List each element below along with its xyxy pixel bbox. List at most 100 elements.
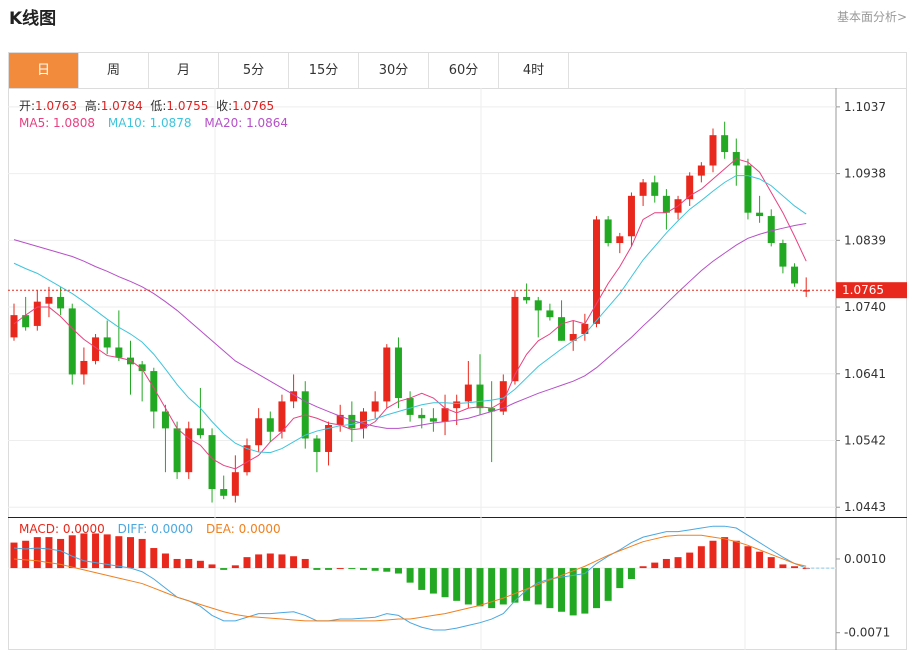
tab-day[interactable]: 日	[9, 53, 79, 88]
macd-bar	[45, 537, 53, 569]
dea-line	[13, 534, 807, 622]
tab-5min[interactable]: 5分	[219, 53, 289, 88]
candle-body	[161, 411, 169, 429]
ma10-value: MA10: 1.0878	[107, 116, 192, 130]
candle-body	[464, 384, 472, 402]
price-tick-label: 1.0740	[844, 300, 886, 314]
macd-bar	[127, 537, 134, 569]
macd-bar	[581, 568, 589, 614]
tab-month[interactable]: 月	[149, 53, 219, 88]
macd-bar	[383, 568, 391, 572]
macd-bar	[523, 568, 531, 601]
last-price-badge	[836, 282, 907, 299]
candle-body	[173, 428, 181, 473]
macd-bar	[220, 568, 228, 570]
macd-bar	[534, 568, 542, 605]
tab-30min[interactable]: 30分	[359, 53, 429, 88]
candle-body	[686, 175, 694, 200]
macd-bar	[33, 537, 41, 569]
close-value: 1.0765	[232, 99, 275, 113]
candle-body	[290, 391, 298, 402]
candle-body	[558, 317, 566, 341]
macd-bar	[57, 538, 65, 569]
candle-body	[709, 135, 717, 166]
macd-bar	[325, 568, 333, 570]
candle-body	[802, 290, 810, 292]
open-label: 开:	[19, 99, 36, 113]
macd-bar	[336, 568, 344, 570]
candle-body	[278, 401, 286, 432]
macd-bar	[651, 562, 659, 569]
ma20-value: MA20: 1.0864	[204, 116, 289, 130]
macd-bar	[476, 568, 484, 607]
macd-bar	[686, 552, 694, 569]
candle-body	[185, 428, 193, 473]
price-tick-label: 1.0542	[844, 434, 886, 448]
candle-body	[22, 315, 30, 328]
period-tabs: 日 周 月 5分 15分 30分 60分 4时	[8, 52, 907, 88]
macd-bar	[779, 564, 787, 569]
tab-60min[interactable]: 60分	[429, 53, 499, 88]
tab-4hour[interactable]: 4时	[499, 53, 569, 88]
candle-body	[150, 371, 158, 412]
macd-bar	[791, 566, 799, 569]
candle-body	[756, 212, 764, 217]
ma10-line	[13, 175, 807, 454]
fundamental-analysis-link[interactable]: 基本面分析>	[836, 10, 907, 24]
candle-body	[581, 323, 589, 335]
candle-body	[593, 219, 600, 324]
macd-bar	[488, 568, 496, 609]
candle-body	[371, 401, 379, 412]
ma5-line	[13, 158, 807, 470]
candle-body	[429, 418, 437, 422]
macd-bar	[243, 557, 251, 569]
tab-15min[interactable]: 15分	[289, 53, 359, 88]
diff-line	[13, 525, 807, 631]
macd-bar	[464, 568, 472, 605]
macd-bar	[348, 568, 356, 570]
price-tick-label: 1.0938	[844, 167, 886, 181]
macd-bar	[196, 560, 204, 569]
macd-bar	[662, 558, 670, 569]
macd-bar	[756, 551, 764, 569]
candle-body	[627, 195, 635, 237]
candle-body	[406, 398, 414, 415]
price-tick-label: 1.0641	[844, 367, 886, 381]
candle-body	[616, 236, 624, 244]
low-label: 低:	[150, 99, 167, 113]
candle-body	[604, 219, 612, 244]
candle-body	[231, 472, 239, 496]
tab-week[interactable]: 周	[79, 53, 149, 88]
high-label: 高:	[84, 99, 101, 113]
macd-bar	[709, 540, 717, 569]
macd-tick-label: -0.0071	[844, 626, 890, 640]
macd-bar	[103, 534, 111, 569]
candle-body	[383, 347, 391, 402]
macd-bar	[604, 568, 612, 601]
price-tick-label: 1.0443	[844, 500, 886, 514]
macd-bar	[290, 556, 298, 569]
candle-body	[744, 165, 752, 213]
macd-bar	[208, 564, 216, 569]
macd-bar	[453, 568, 461, 601]
macd-bar	[441, 568, 449, 598]
macd-bar	[150, 548, 158, 569]
candle-body	[220, 489, 228, 496]
candle-body	[569, 334, 577, 341]
macd-bar	[721, 537, 729, 569]
high-value: 1.0784	[100, 99, 143, 113]
candle-body	[138, 364, 146, 372]
candle-body	[243, 445, 251, 473]
kline-chart[interactable]: 1.1037 1.0938 1.0839 1.0740 1.0641 1.0542 1.04…	[8, 88, 907, 650]
candle-body	[10, 315, 18, 338]
macd-bar	[593, 568, 600, 609]
macd-bar	[639, 566, 647, 569]
ohlc-info: 开:1.0763 高:1.0784 低:1.0755 收:1.0765	[19, 97, 274, 114]
ma5-value: MA5: 1.0808	[19, 116, 96, 130]
macd-bar	[266, 553, 274, 569]
candle-body	[33, 301, 41, 326]
candle-body	[196, 428, 204, 436]
candle-body	[499, 381, 507, 412]
candle-body	[791, 266, 799, 284]
macd-bar	[371, 568, 379, 571]
